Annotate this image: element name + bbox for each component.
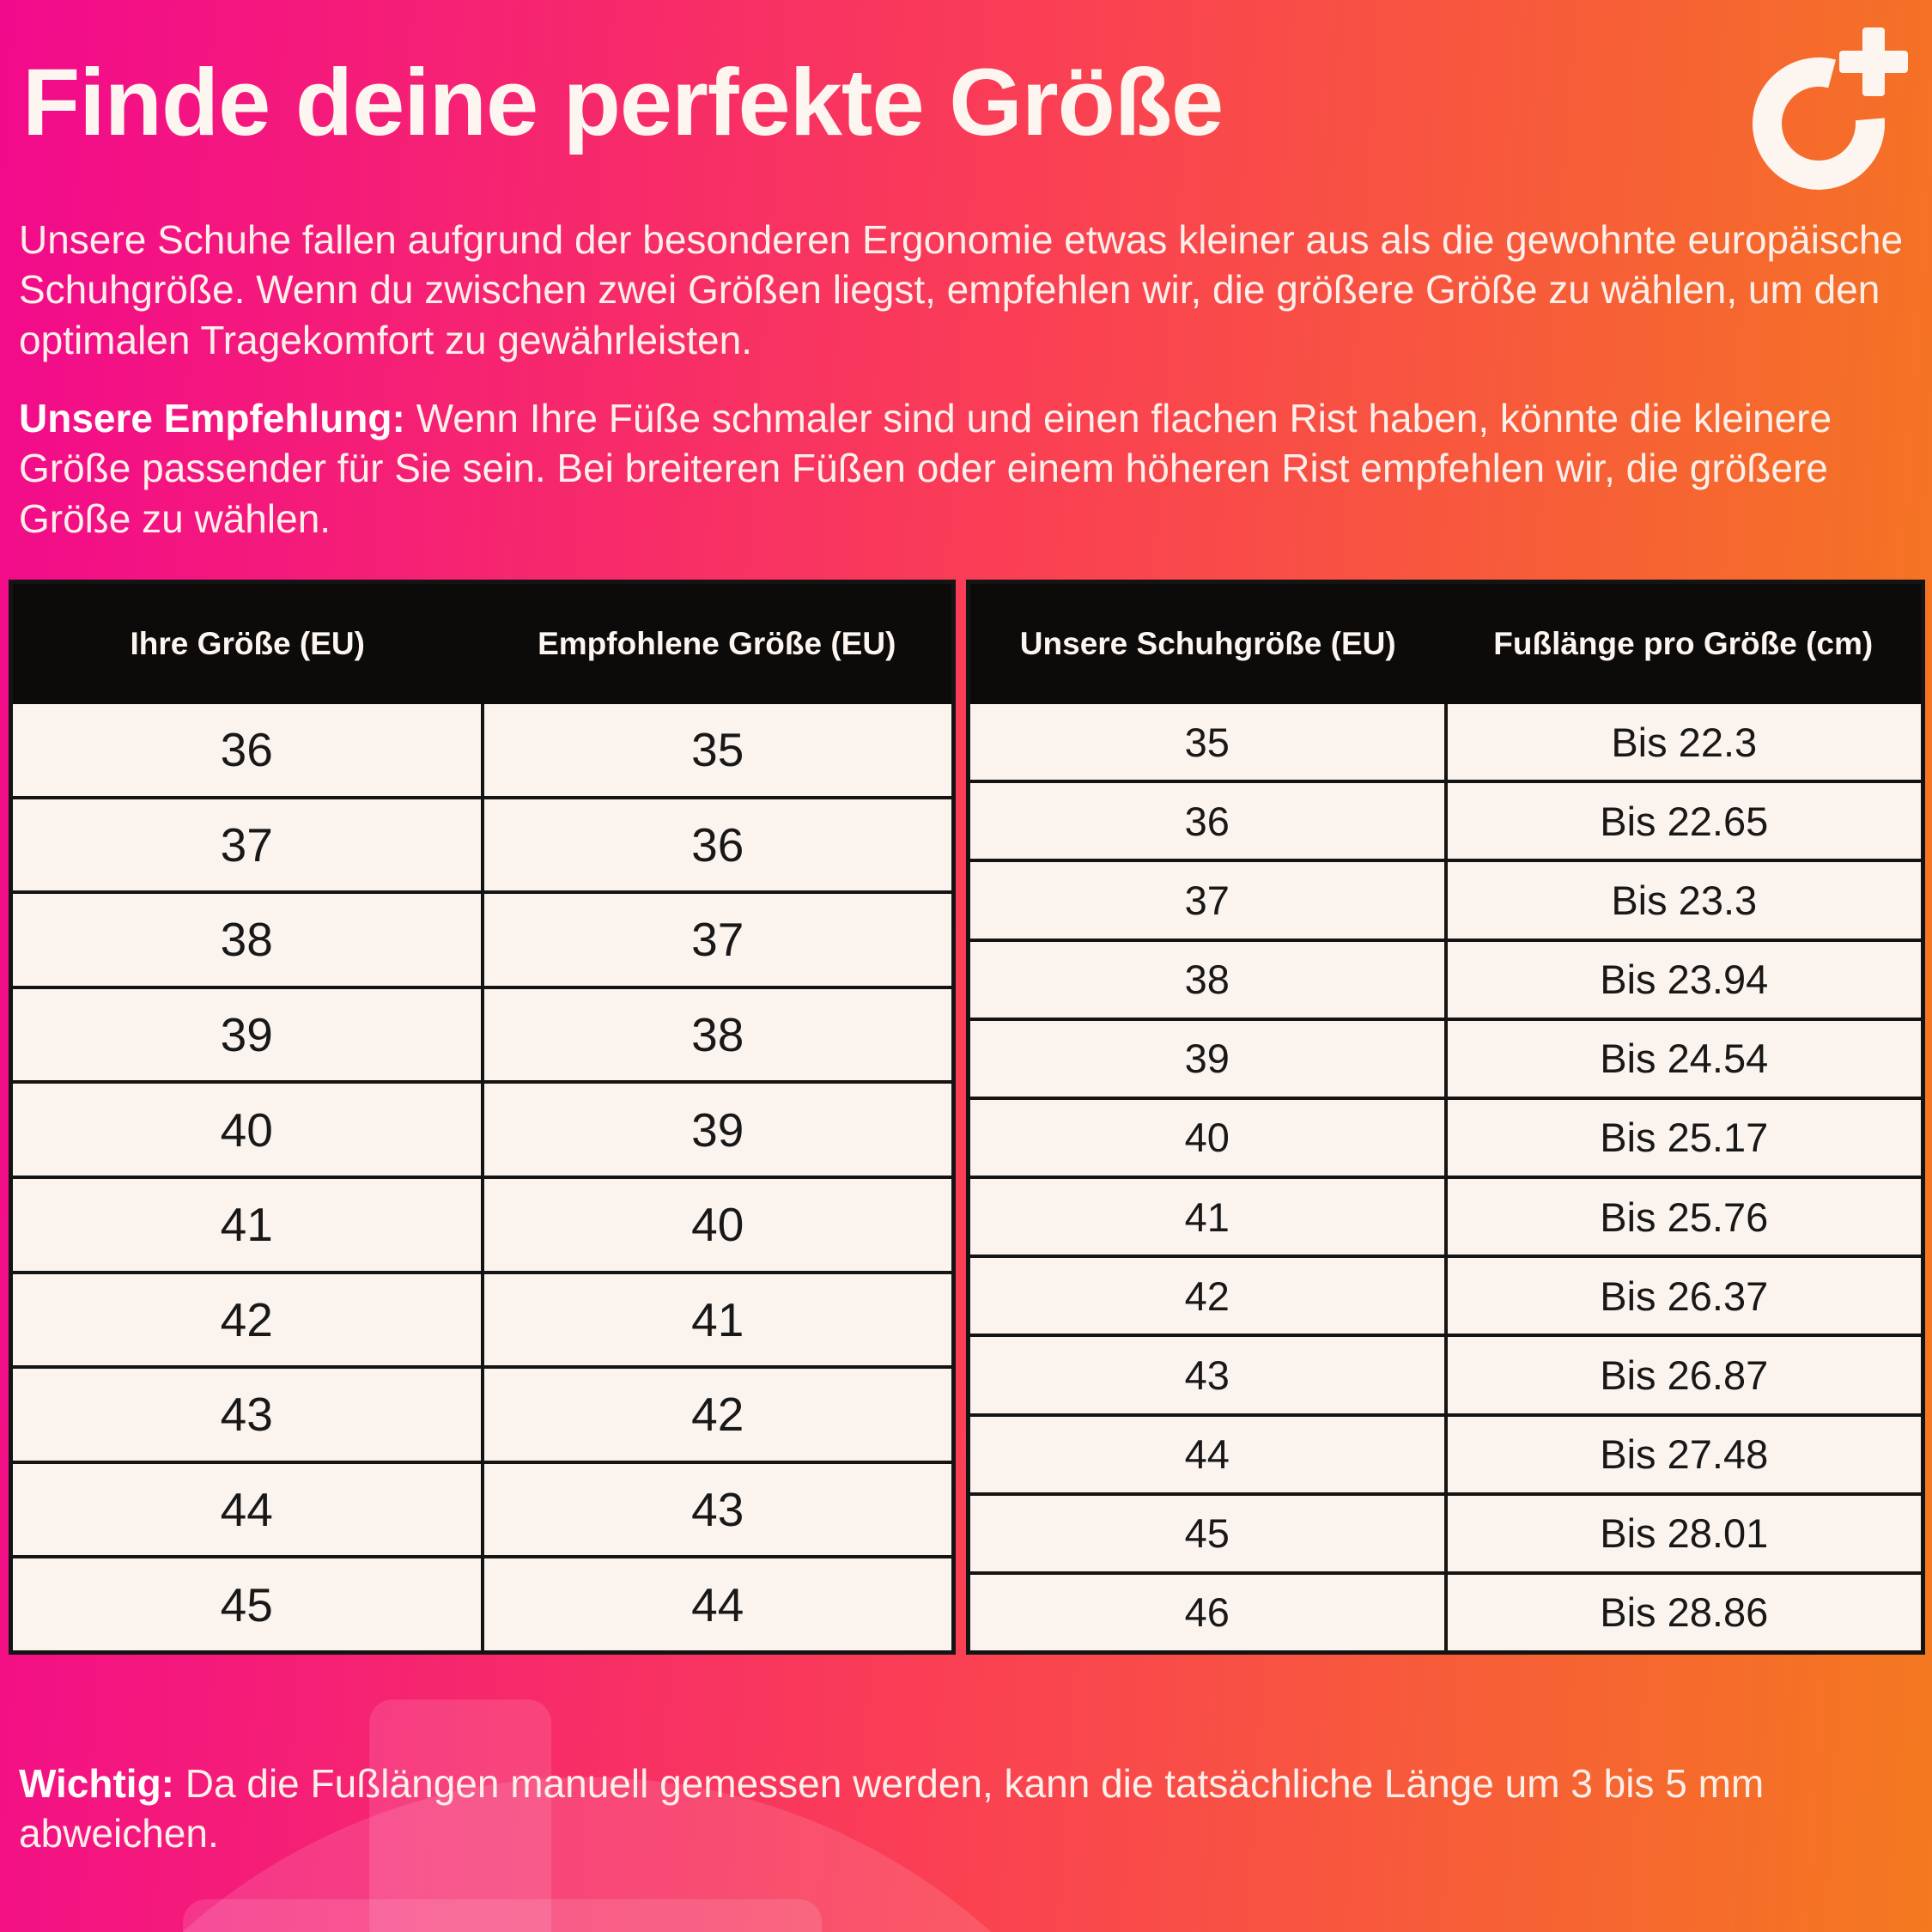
table-cell: 38: [220, 913, 273, 967]
table-cell: 39: [220, 1008, 273, 1062]
table-cell: Bis 22.65: [1443, 783, 1922, 860]
table-row: 42 Bis 26.37: [970, 1255, 1921, 1334]
table-cell: 41: [480, 1273, 952, 1366]
table-cell: 39: [1184, 1036, 1230, 1082]
table-row: 36 35: [13, 704, 951, 796]
table-cell: Bis 24.54: [1443, 1020, 1922, 1097]
table-cell: 41: [1184, 1194, 1230, 1240]
table-row: 44 43: [13, 1460, 952, 1556]
table-row: 43 Bis 26.87: [970, 1334, 1921, 1413]
table-cell: 45: [220, 1577, 273, 1631]
table-cell: 40: [480, 1178, 952, 1271]
table-cell: 42: [220, 1292, 273, 1346]
table-cell: 42: [480, 1369, 952, 1461]
table-cell: 35: [1184, 719, 1230, 765]
table-cell: 38: [1184, 957, 1230, 1003]
table-row: 38 37: [13, 890, 951, 986]
table-cell: 45: [1184, 1510, 1230, 1557]
table-row: 41 40: [13, 1175, 952, 1271]
table-row: 43 42: [13, 1365, 951, 1461]
table-cell: Bis 27.48: [1443, 1416, 1922, 1492]
table-cell: Bis 23.94: [1443, 941, 1922, 1018]
column-header: Ihre Größe (EU): [130, 626, 365, 661]
table-cell: 39: [480, 1084, 952, 1176]
table-cell: 43: [480, 1463, 952, 1556]
table-body: 35 Bis 22.3 36 Bis 22.65 37 Bis 23.3 38 Bis 23.…: [970, 704, 1922, 1651]
recommendation-text: Unsere Empfehlung: Wenn Ihre Füße schmal…: [19, 396, 1832, 541]
table-row: 41 Bis 25.76: [970, 1176, 1921, 1255]
table-cell: 37: [480, 894, 952, 986]
note-text: Wichtig: Da die Fußlängen manuell gemess…: [19, 1761, 1765, 1856]
table-cell: Bis 28.01: [1443, 1495, 1922, 1571]
table-cell: 36: [480, 799, 952, 891]
table-body: 36 35 37 36 38 37 39 38 40 39 41 40 42 41 43 42 44 43 45 44: [13, 704, 951, 1650]
table-cell: 40: [1184, 1115, 1230, 1161]
table-cell: 44: [220, 1483, 273, 1537]
column-header: Fußlänge pro Größe (cm): [1493, 626, 1874, 661]
table-cell: Bis 25.17: [1443, 1099, 1922, 1176]
recommendation-label: Unsere Empfehlung:: [19, 396, 405, 440]
table-row: 37 36: [13, 795, 952, 891]
table-row: 38 Bis 23.94: [970, 938, 1922, 1018]
table-row: 42 41: [13, 1270, 952, 1366]
table-header-row: Unsere Schuhgröße (EU) Fußlänge pro Größ…: [970, 584, 1921, 704]
foot-length-table: Unsere Schuhgröße (EU) Fußlänge pro Größ…: [966, 580, 1925, 1655]
table-row: 39 Bis 24.54: [970, 1017, 1922, 1097]
table-cell: 43: [220, 1388, 273, 1442]
table-row: 37 Bis 23.3: [970, 859, 1922, 939]
table-cell: 44: [1184, 1431, 1230, 1478]
table-cell: 37: [1184, 877, 1230, 923]
table-header-row: Ihre Größe (EU) Empfohlene Größe (EU): [13, 584, 951, 704]
table-cell: Bis 26.37: [1443, 1258, 1922, 1334]
table-cell: 42: [1184, 1273, 1230, 1319]
table-cell: Bis 23.3: [1443, 862, 1922, 939]
intro-text: Unsere Schuhe fallen aufgrund der besond…: [19, 217, 1904, 362]
column-header: Unsere Schuhgröße (EU): [1019, 626, 1396, 661]
size-recommendation-table: Ihre Größe (EU) Empfohlene Größe (EU) 36…: [9, 580, 956, 1655]
table-row: 45 44: [13, 1555, 951, 1650]
table-row: 44 Bis 27.48: [970, 1413, 1921, 1492]
table-row: 35 Bis 22.3: [970, 704, 1922, 781]
table-cell: Bis 25.76: [1443, 1179, 1922, 1255]
table-cell: Bis 28.86: [1443, 1574, 1922, 1651]
table-row: 45 Bis 28.01: [970, 1492, 1921, 1571]
column-header: Empfohlene Größe (EU): [538, 626, 896, 661]
table-row: 39 38: [13, 985, 952, 1081]
page-title: Finde deine perfekte Größe: [22, 50, 1224, 155]
table-cell: 44: [480, 1558, 952, 1650]
table-cell: 38: [480, 988, 952, 1081]
table-cell: Bis 22.3: [1443, 704, 1922, 781]
table-cell: 43: [1184, 1352, 1230, 1398]
table-row: 36 Bis 22.65: [970, 780, 1922, 860]
table-cell: 46: [1184, 1589, 1230, 1636]
table-cell: 36: [220, 723, 273, 777]
circle-plus-icon: [1753, 27, 1908, 190]
table-cell: 41: [220, 1198, 273, 1252]
table-cell: 40: [220, 1103, 273, 1157]
table-row: 40 39: [13, 1080, 951, 1176]
table-cell: Bis 26.87: [1443, 1337, 1922, 1413]
note-label: Wichtig:: [19, 1761, 174, 1806]
table-cell: 35: [480, 704, 952, 796]
table-cell: 37: [220, 817, 273, 872]
table-row: 40 Bis 25.17: [970, 1096, 1922, 1176]
table-row: 46 Bis 28.86: [970, 1571, 1922, 1651]
table-cell: 36: [1184, 798, 1230, 844]
